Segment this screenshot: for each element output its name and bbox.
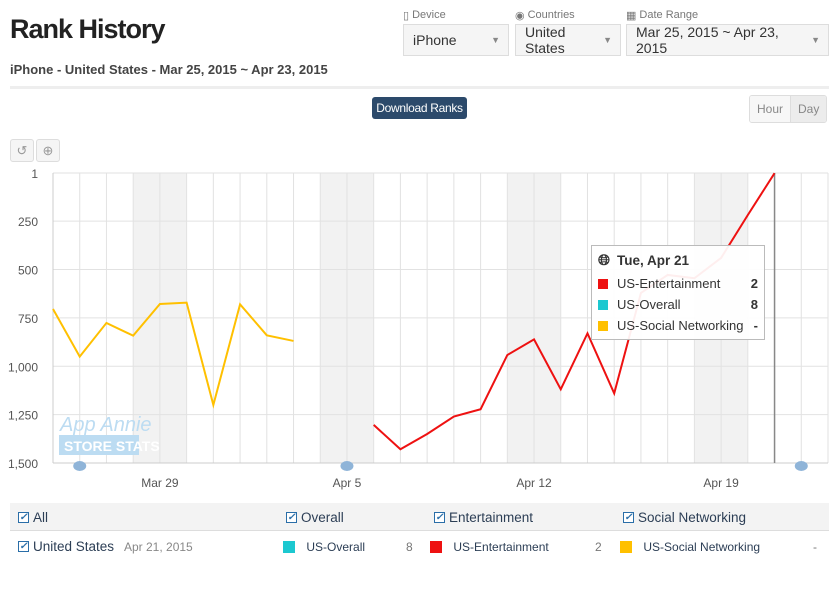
checkbox-checked-icon[interactable]: ✓ <box>18 512 29 523</box>
device-label: Device <box>412 9 446 21</box>
y-tick-label: 250 <box>18 215 38 229</box>
page-subtitle: iPhone - United States - Mar 25, 2015 ~ … <box>10 62 328 77</box>
tooltip-value: 8 <box>750 297 758 312</box>
legend-header: ✓ All ✓ Overall ✓ Entertainment ✓ Social Net… <box>10 503 829 531</box>
overall-rank: 8 <box>406 540 413 554</box>
tooltip-series-name: US-Entertainment <box>617 276 721 291</box>
comment-icon <box>794 461 808 471</box>
legend-entertainment[interactable]: ✓ Entertainment <box>434 510 533 525</box>
checkbox-checked-icon[interactable]: ✓ <box>18 541 29 552</box>
x-tick-label: Apr 12 <box>516 476 552 490</box>
phone-icon: ▯ <box>403 9 410 22</box>
countries-filter: ◉ Countries United States ▼ <box>515 8 621 56</box>
reset-icon: ↺ <box>16 142 28 158</box>
social-cell: US-Social Networking <box>620 540 760 554</box>
y-tick-label: 1 <box>31 167 38 181</box>
tooltip-value: - <box>753 318 758 333</box>
country-toggle[interactable]: ✓ United States <box>18 539 114 554</box>
series-line-us-social-networking <box>52 301 294 409</box>
entertainment-name: US-Entertainment <box>453 540 549 554</box>
date-range-value: Mar 25, 2015 ~ Apr 23, 2015 <box>636 24 779 56</box>
x-tick-label: Apr 5 <box>333 476 362 490</box>
entertainment-swatch <box>598 278 608 289</box>
globe-icon: 🌐︎ <box>598 252 611 269</box>
overall-name: US-Overall <box>306 540 366 554</box>
tooltip-series-name: US-Overall <box>617 297 681 312</box>
y-tick-label: 1,250 <box>8 409 38 423</box>
tooltip-title: Tue, Apr 21 <box>617 253 690 268</box>
tooltip-value: 2 <box>750 276 758 291</box>
social-swatch <box>620 541 632 553</box>
entertainment-cell: US-Entertainment <box>430 540 549 554</box>
social-name: US-Social Networking <box>643 540 761 554</box>
tooltip-series-name: US-Social Networking <box>617 318 744 333</box>
countries-select[interactable]: United States ▼ <box>515 24 621 56</box>
divider <box>10 86 829 89</box>
chevron-down-icon: ▼ <box>491 35 500 45</box>
countries-label: Countries <box>527 9 575 21</box>
legend-overall-label: Overall <box>301 510 344 525</box>
y-tick-label: 750 <box>18 312 38 326</box>
legend-all[interactable]: ✓ All <box>18 510 48 525</box>
date-range-label: Date Range <box>639 9 699 21</box>
overall-swatch <box>598 299 608 310</box>
x-tick-label: Mar 29 <box>141 476 179 490</box>
legend-social-label: Social Networking <box>638 510 747 525</box>
social-rank: - <box>813 540 817 554</box>
comment-icon <box>73 461 87 471</box>
date-range-filter: ▦ Date Range Mar 25, 2015 ~ Apr 23, 2015 ▼ <box>626 8 829 56</box>
checkbox-checked-icon[interactable]: ✓ <box>286 512 297 523</box>
entertainment-swatch <box>430 541 442 553</box>
comment-icon <box>340 461 354 471</box>
download-ranks-button[interactable]: Download Ranks <box>372 97 467 119</box>
granularity-toggle: Hour Day <box>749 95 828 123</box>
day-button[interactable]: Day <box>790 96 827 122</box>
country-row: ✓ United States Apr 21, 2015 US-Overall 8… <box>10 531 829 561</box>
overall-cell: US-Overall <box>283 540 365 554</box>
chevron-down-icon: ▼ <box>603 35 612 45</box>
row-date: Apr 21, 2015 <box>124 540 193 554</box>
y-tick-label: 1,500 <box>8 457 38 471</box>
reset-zoom-button[interactable]: ↺ <box>10 139 34 162</box>
device-value: iPhone <box>413 32 457 48</box>
tooltip-row: US-Social Networking - <box>598 315 758 336</box>
x-tick-label: Apr 19 <box>703 476 739 490</box>
device-filter: ▯ Device iPhone ▼ <box>403 8 509 56</box>
zoom-button[interactable]: ⊕ <box>36 139 60 162</box>
chevron-down-icon: ▼ <box>811 35 820 45</box>
calendar-icon: ▦ <box>626 9 637 22</box>
social-swatch <box>598 320 608 331</box>
watermark-logo: STORE STATS <box>64 438 160 454</box>
entertainment-rank: 2 <box>595 540 602 554</box>
legend-social[interactable]: ✓ Social Networking <box>623 510 746 525</box>
country-name: United States <box>33 539 115 554</box>
overall-swatch <box>283 541 295 553</box>
countries-value: United States <box>525 24 566 56</box>
checkbox-checked-icon[interactable]: ✓ <box>623 512 634 523</box>
watermark-band <box>59 435 139 455</box>
rank-chart[interactable]: 1 250 500 750 1,000 1,250 1,500 Mar 29 Apr 5 Apr … <box>0 160 839 500</box>
hour-button[interactable]: Hour <box>750 96 791 122</box>
legend-all-label: All <box>33 510 49 525</box>
globe-icon: ◉ <box>515 9 525 22</box>
y-tick-label: 500 <box>18 264 38 278</box>
tooltip-row: US-Entertainment 2 <box>598 273 758 294</box>
legend-entertainment-label: Entertainment <box>449 510 534 525</box>
date-range-select[interactable]: Mar 25, 2015 ~ Apr 23, 2015 ▼ <box>626 24 829 56</box>
device-select[interactable]: iPhone ▼ <box>403 24 509 56</box>
y-tick-label: 1,000 <box>8 360 38 374</box>
zoom-in-icon: ⊕ <box>42 142 54 158</box>
chart-tooltip: 🌐︎ Tue, Apr 21 US-Entertainment 2 US-Overa… <box>591 245 765 340</box>
checkbox-checked-icon[interactable]: ✓ <box>434 512 445 523</box>
page-title: Rank History <box>10 14 166 44</box>
legend-overall[interactable]: ✓ Overall <box>286 510 344 525</box>
watermark-logo: App Annie <box>59 414 152 436</box>
tooltip-row: US-Overall 8 <box>598 294 758 315</box>
